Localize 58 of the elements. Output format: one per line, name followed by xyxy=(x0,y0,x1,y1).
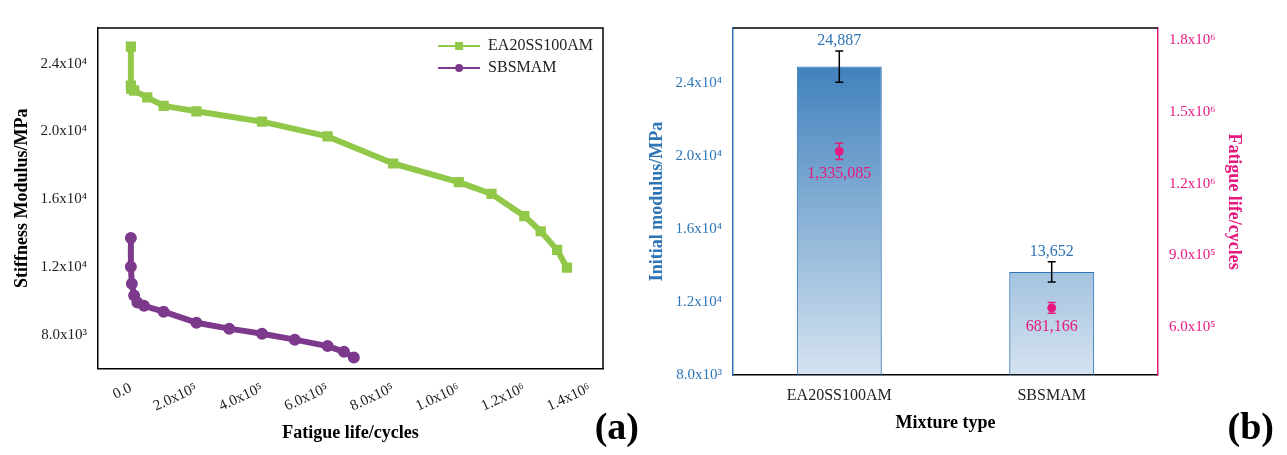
x-axis-title: Fatigue life/cycles xyxy=(282,421,419,442)
point xyxy=(486,188,497,200)
point xyxy=(388,158,399,169)
data-label: 681,166 xyxy=(1025,317,1078,335)
point xyxy=(125,41,136,52)
point xyxy=(157,305,170,318)
point xyxy=(128,289,141,302)
point xyxy=(551,244,563,255)
point xyxy=(256,116,268,127)
point xyxy=(142,92,153,103)
y-tick-label: 8.0x10³ xyxy=(676,366,723,383)
point xyxy=(125,277,138,290)
y2-tick-label: 9.0x10⁵ xyxy=(1168,246,1216,263)
y-tick-label: 1.6x10⁴ xyxy=(40,190,88,207)
x-tick-label: 0.0 xyxy=(110,379,134,402)
point xyxy=(322,131,333,142)
y-axis-title: Stiffness Modulus/MPa xyxy=(11,108,32,288)
x-tick-label: EA20SS100AM xyxy=(786,386,892,403)
point xyxy=(321,340,334,353)
point xyxy=(190,316,203,329)
x-tick-label: SBSMAM xyxy=(1017,386,1086,403)
y-tick-label: 1.2x10⁴ xyxy=(675,293,723,310)
point xyxy=(347,351,360,364)
text: (b) xyxy=(1227,404,1274,448)
y-tick-label: 1.6x10⁴ xyxy=(675,219,723,236)
point xyxy=(137,299,150,312)
point xyxy=(191,106,202,117)
text: (a) xyxy=(594,404,639,448)
y-tick-label: 8.0x10³ xyxy=(41,325,88,342)
point xyxy=(124,232,137,245)
y-tick-label: 2.0x10⁴ xyxy=(675,146,723,163)
legend-label: EA20SS100AM xyxy=(488,36,593,54)
point xyxy=(535,226,546,237)
point xyxy=(519,210,530,222)
point xyxy=(124,260,137,273)
y-axis-title: Initial modulus/MPa xyxy=(646,121,667,282)
y-tick-label: 1.2x10⁴ xyxy=(40,257,88,274)
y2-tick-label: 1.5x10⁶ xyxy=(1168,102,1216,119)
y2-tick-label: 1.2x10⁶ xyxy=(1168,174,1216,191)
point xyxy=(256,327,269,340)
y2-tick-label: 1.8x10⁶ xyxy=(1168,30,1216,47)
point xyxy=(453,177,464,188)
point xyxy=(158,100,169,112)
y2-tick-label: 6.0x10⁵ xyxy=(1168,318,1216,335)
point xyxy=(131,296,144,309)
legend-label: SBSMAM xyxy=(488,58,557,76)
point xyxy=(337,345,350,358)
x-axis-title: Mixture type xyxy=(895,411,996,432)
data-label: 24,887 xyxy=(817,31,862,49)
data-label: 13,652 xyxy=(1029,242,1074,260)
point xyxy=(561,262,573,273)
y2-axis-title: Fatigue life/cycles xyxy=(1224,133,1245,270)
point xyxy=(223,322,236,335)
y-tick-label: 2.0x10⁴ xyxy=(40,122,88,139)
y-tick-label: 2.4x10⁴ xyxy=(40,54,88,71)
point xyxy=(288,333,301,346)
data-label: 1,335,085 xyxy=(807,163,872,181)
y-tick-label: 2.4x10⁴ xyxy=(675,73,723,90)
